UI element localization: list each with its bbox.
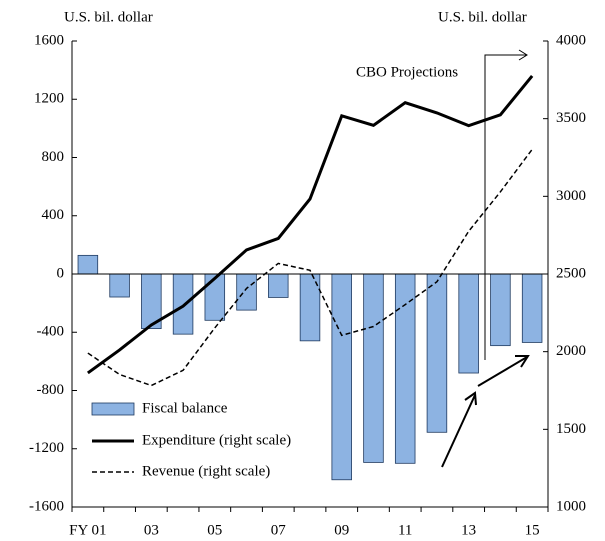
- legend-label: Fiscal balance: [142, 400, 228, 416]
- x-tick-label: FY 01: [69, 522, 106, 538]
- y2-tick-label: 3000: [556, 188, 586, 204]
- y2-tick-label: 2500: [556, 265, 586, 281]
- x-tick-label: 03: [144, 522, 159, 538]
- line-series: [87, 148, 533, 387]
- bar: [363, 273, 384, 463]
- bar: [521, 273, 543, 343]
- legend-swatch: [91, 402, 135, 416]
- x-tick-label: 05: [207, 522, 222, 538]
- annotation: CBO Projections: [356, 64, 458, 80]
- y-tick-label: 1600: [34, 32, 64, 48]
- x-tick-label: 15: [525, 522, 540, 538]
- bar: [426, 273, 448, 433]
- bar: [109, 273, 130, 298]
- bar: [204, 273, 226, 321]
- y2-tick-label: 1500: [556, 421, 586, 437]
- y-tick-label: -400: [37, 324, 65, 340]
- bar: [77, 254, 99, 275]
- legend-label: Expenditure (right scale): [142, 432, 291, 448]
- x-tick-label: 11: [398, 522, 412, 538]
- legend-label: Revenue (right scale): [142, 463, 270, 479]
- x-tick-label: 13: [461, 522, 476, 538]
- x-tick-label: 07: [271, 522, 287, 538]
- projection-bracket: [484, 49, 528, 360]
- bar: [172, 273, 194, 335]
- y-axis-label: U.S. bil. dollar: [64, 9, 153, 25]
- y2-tick-label: 3500: [556, 110, 586, 126]
- y-tick-label: 0: [57, 265, 65, 281]
- trend-arrows: [441, 355, 530, 468]
- y-tick-label: 400: [42, 207, 65, 223]
- y2-tick-label: 1000: [556, 498, 586, 514]
- y-tick-label: -1200: [29, 440, 64, 456]
- x-tick-label: 09: [334, 522, 349, 538]
- y-tick-label: -800: [37, 382, 65, 398]
- y-tick-label: 1200: [34, 91, 64, 107]
- bar: [331, 273, 352, 481]
- y2-tick-label: 2000: [556, 343, 586, 359]
- bar: [490, 273, 511, 347]
- y-tick-label: -1600: [29, 498, 64, 514]
- bar: [268, 273, 289, 298]
- bar: [394, 273, 416, 464]
- y-tick-label: 800: [42, 149, 65, 165]
- y2-tick-label: 4000: [556, 32, 586, 48]
- bar: [458, 273, 479, 374]
- bar: [236, 273, 257, 311]
- y2-axis-label: U.S. bil. dollar: [438, 9, 527, 25]
- line-series: [86, 75, 534, 375]
